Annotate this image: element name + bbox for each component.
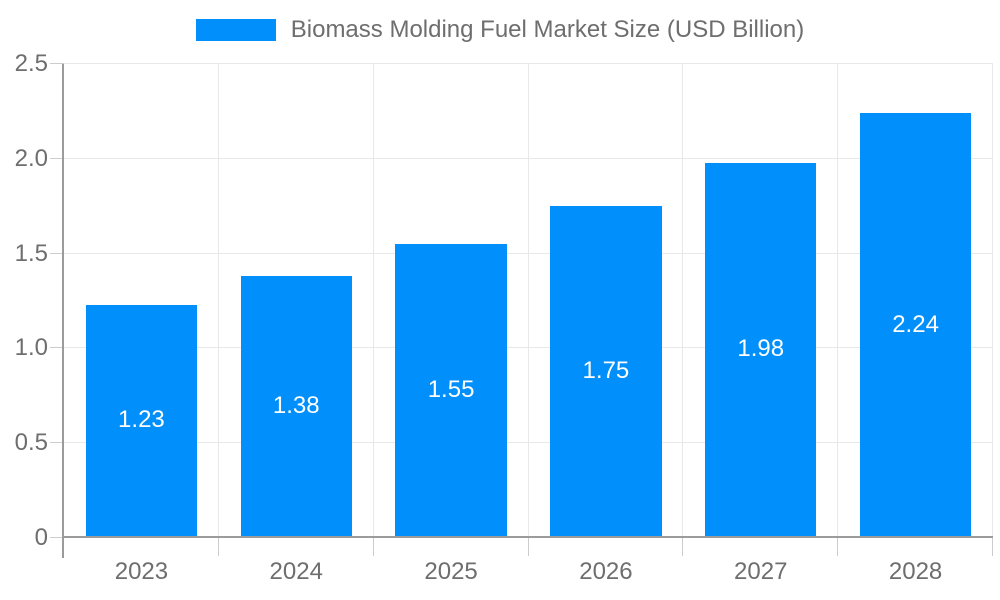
x-axis-tick: [527, 538, 529, 556]
y-gridline: [64, 63, 993, 64]
x-axis-tick: [682, 538, 684, 556]
x-axis-tick: [837, 538, 839, 556]
x-axis-label: 2024: [269, 558, 323, 585]
bar-value-label: 2.24: [892, 310, 939, 338]
y-axis-label: 1.0: [14, 334, 48, 362]
x-axis-tick: [217, 538, 219, 556]
bar-2028[interactable]: 2.24: [859, 113, 972, 536]
y-axis-label: 0.5: [14, 429, 48, 457]
x-axis-label: 2027: [734, 558, 788, 585]
y-axis-label: 0: [34, 524, 48, 551]
x-gridline: [992, 64, 993, 538]
bar-2023[interactable]: 1.23: [85, 304, 198, 536]
y-axis-tick: [50, 157, 64, 159]
x-axis-label: 2025: [424, 558, 478, 585]
bar-value-label: 1.98: [737, 335, 785, 363]
y-axis-tick: [50, 442, 64, 444]
x-gridline: [217, 64, 219, 538]
bar-value-label: 1.75: [582, 357, 630, 385]
bar-2027[interactable]: 1.98: [705, 162, 817, 536]
y-axis-label: 2.5: [14, 50, 48, 77]
bar-2024[interactable]: 1.38: [240, 276, 352, 536]
bar-2026[interactable]: 1.75: [550, 206, 662, 536]
y-axis-line: [62, 64, 64, 558]
x-gridline: [372, 64, 374, 538]
x-axis-label: 2028: [888, 558, 943, 585]
legend-label: Biomass Molding Fuel Market Size (USD Bi…: [290, 16, 805, 43]
bar-value-label: 1.23: [118, 406, 165, 434]
x-axis-label: 2023: [114, 558, 169, 585]
y-gridline: [64, 347, 993, 349]
y-axis-tick: [50, 63, 64, 64]
bar-value-label: 1.55: [427, 376, 475, 404]
bar-2025[interactable]: 1.55: [395, 244, 507, 536]
y-axis-label: 2.0: [14, 144, 48, 172]
x-axis-tick: [372, 538, 374, 556]
legend-swatch: [195, 19, 276, 41]
x-axis-tick: [992, 538, 993, 556]
x-gridline: [682, 64, 684, 538]
x-gridline: [527, 64, 529, 538]
y-axis-tick: [50, 537, 64, 538]
y-axis-label: 1.5: [14, 239, 48, 267]
x-axis-label: 2026: [579, 558, 633, 585]
y-gridline: [64, 442, 993, 444]
y-axis-tick: [50, 347, 64, 349]
x-gridline: [837, 64, 839, 538]
bar-value-label: 1.38: [272, 392, 320, 420]
chart-legend[interactable]: Biomass Molding Fuel Market Size (USD Bi…: [0, 17, 1000, 43]
y-gridline: [64, 157, 993, 159]
y-axis-tick: [50, 252, 64, 254]
y-gridline: [64, 252, 993, 254]
x-axis-line: [64, 536, 993, 538]
